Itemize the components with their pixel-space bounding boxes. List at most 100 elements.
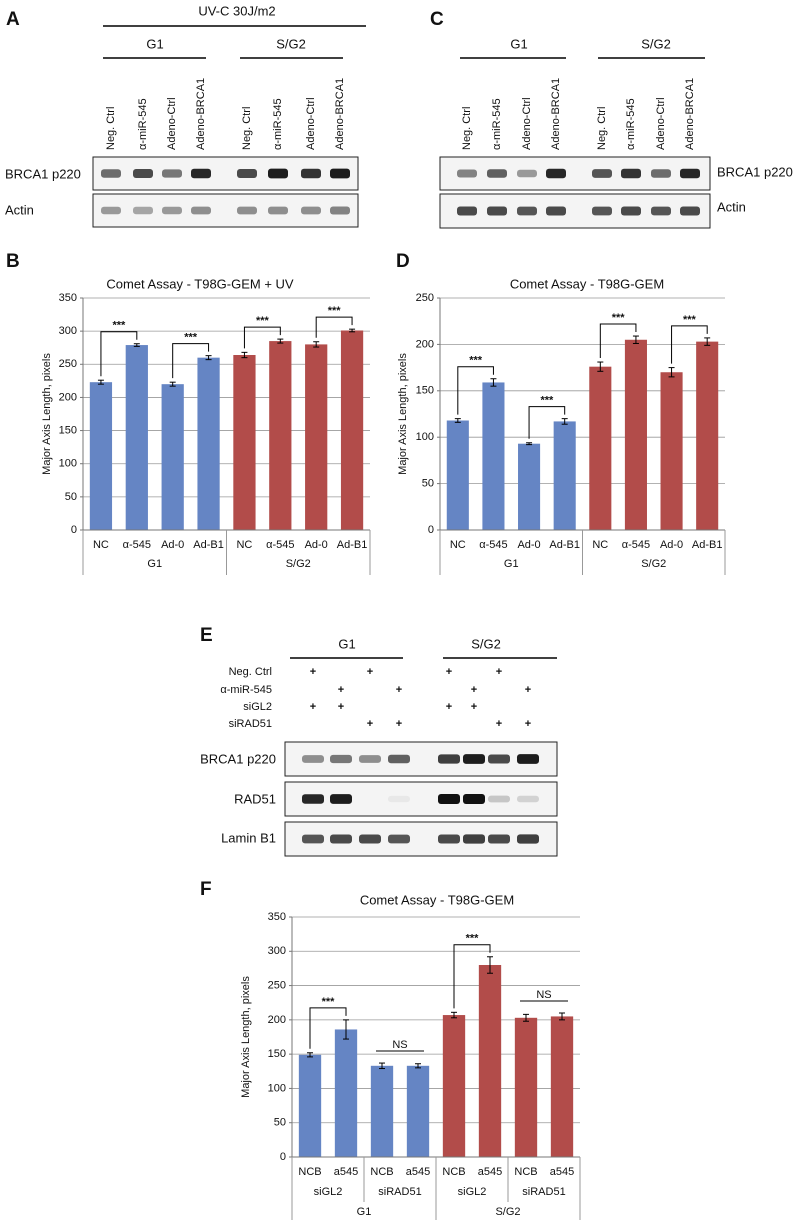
condition-mark: + — [310, 666, 316, 678]
significance-label: NS — [392, 1039, 407, 1051]
bar — [442, 1015, 466, 1157]
group-label: S/G2 — [276, 36, 306, 51]
band — [517, 834, 539, 844]
y-axis-label: Major Axis Length, pixels — [397, 353, 409, 475]
lane-label: α-miR-545 — [625, 98, 637, 150]
band — [302, 755, 324, 763]
x-tick-label: NCB — [370, 1166, 393, 1178]
blot-frame — [92, 193, 359, 228]
significance-bracket — [457, 366, 494, 415]
chart-title: Comet Assay - T98G-GEM — [360, 892, 514, 907]
band — [517, 754, 539, 764]
blot-frame — [284, 741, 558, 777]
x-tick-label: Ad-0 — [305, 539, 328, 551]
bar — [406, 1065, 430, 1157]
lane-label: Adeno-BRCA1 — [334, 78, 346, 150]
x-tick-label: NCB — [442, 1166, 465, 1178]
condition-mark: + — [396, 684, 402, 696]
row-label: Actin — [717, 199, 746, 214]
group-label: S/G2 — [641, 558, 666, 570]
band — [162, 169, 182, 178]
significance-bracket — [172, 343, 210, 379]
band — [488, 754, 510, 764]
row-label: BRCA1 p220 — [717, 164, 793, 179]
x-tick-label: NCB — [514, 1166, 537, 1178]
significance-label: *** — [184, 332, 198, 344]
lane-label: Neg. Ctrl — [596, 107, 608, 150]
bar — [478, 965, 502, 1157]
row-label: Lamin B1 — [221, 830, 276, 845]
bar — [514, 1017, 538, 1157]
band — [463, 834, 485, 844]
band — [101, 169, 121, 178]
band — [301, 206, 321, 215]
band — [517, 795, 539, 803]
band — [191, 206, 211, 215]
bar — [553, 421, 576, 530]
band — [680, 206, 700, 216]
band — [268, 168, 288, 179]
y-tick-label: 50 — [422, 478, 434, 490]
group-label: S/G2 — [286, 558, 311, 570]
bar — [518, 443, 541, 530]
subgroup-label: siGL2 — [314, 1186, 343, 1198]
lane-label: Neg. Ctrl — [105, 107, 117, 150]
bar — [125, 345, 148, 530]
y-tick-label: 200 — [268, 1014, 286, 1026]
bar — [370, 1065, 394, 1157]
condition-label: α-miR-545 — [220, 684, 272, 696]
band — [359, 834, 381, 844]
condition-mark: + — [525, 684, 531, 696]
lane-label: Adeno-BRCA1 — [684, 78, 696, 150]
significance-label: *** — [612, 312, 626, 324]
x-tick-label: Ad-B1 — [549, 539, 580, 551]
band — [546, 168, 566, 179]
band — [162, 206, 182, 215]
band — [488, 795, 510, 803]
row-label: Actin — [5, 202, 34, 217]
group-label: G1 — [504, 558, 519, 570]
chart-title: Comet Assay - T98G-GEM — [510, 276, 664, 291]
condition-mark: + — [496, 718, 502, 730]
band — [301, 168, 321, 179]
treatment-label: UV-C 30J/m2 — [198, 3, 275, 18]
x-tick-label: a545 — [478, 1166, 502, 1178]
significance-bracket — [671, 325, 708, 364]
group-label: G1 — [147, 558, 162, 570]
condition-mark: + — [471, 684, 477, 696]
x-tick-label: Ad-0 — [161, 539, 184, 551]
band — [621, 206, 641, 216]
band — [302, 794, 324, 804]
condition-label: Neg. Ctrl — [229, 666, 272, 678]
condition-mark: + — [446, 666, 452, 678]
condition-label: siGL2 — [243, 701, 272, 713]
subgroup-label: siRAD51 — [522, 1186, 565, 1198]
bar — [269, 341, 292, 530]
significance-label: NS — [536, 989, 551, 1001]
band — [438, 754, 460, 764]
condition-mark: + — [310, 701, 316, 713]
group-label: G1 — [357, 1206, 372, 1218]
blot-frame — [284, 781, 558, 817]
band — [680, 168, 700, 179]
row-label: BRCA1 p220 — [200, 751, 276, 766]
chart-title: Comet Assay - T98G-GEM + UV — [106, 276, 294, 291]
band — [268, 206, 288, 215]
significance-bracket — [599, 323, 637, 359]
subgroup-label: siGL2 — [458, 1186, 487, 1198]
x-tick-label: a545 — [334, 1166, 358, 1178]
y-tick-label: 350 — [59, 292, 77, 304]
band — [101, 206, 121, 215]
y-tick-label: 100 — [416, 431, 434, 443]
y-axis-label: Major Axis Length, pixels — [41, 353, 53, 475]
bar — [161, 384, 184, 530]
y-tick-label: 50 — [274, 1117, 286, 1129]
y-tick-label: 200 — [59, 391, 77, 403]
lane-label: α-miR-545 — [491, 98, 503, 150]
significance-label: *** — [322, 996, 336, 1008]
lane-label: Adeno-Ctrl — [166, 97, 178, 150]
y-tick-label: 300 — [268, 945, 286, 957]
bar — [624, 339, 647, 530]
bar — [89, 382, 113, 530]
x-tick-label: α-545 — [622, 539, 650, 551]
